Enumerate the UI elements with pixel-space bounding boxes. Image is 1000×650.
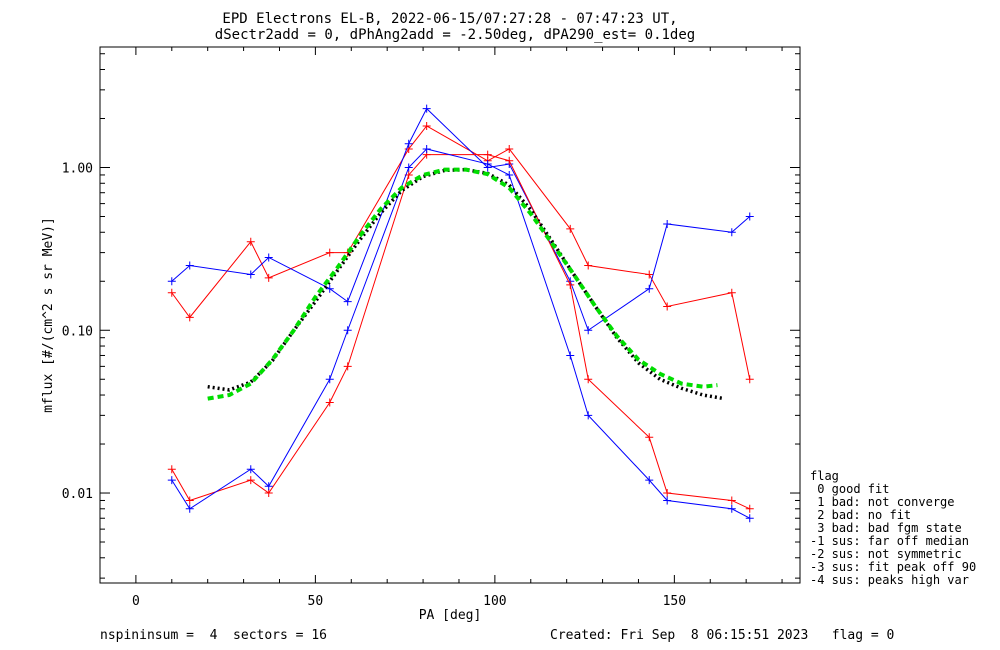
data-point-marker <box>422 121 431 130</box>
data-point-marker <box>505 170 514 179</box>
y-tick-label: 0.01 <box>62 487 93 502</box>
series-3 <box>167 144 754 523</box>
data-point-marker <box>505 144 514 153</box>
legend-item: 1 bad: not converge <box>810 495 955 509</box>
x-tick-label: 150 <box>663 594 686 609</box>
data-point-marker <box>246 465 255 474</box>
data-point-marker <box>246 476 255 485</box>
data-point-marker <box>185 313 194 322</box>
flag-legend: flag 0 good fit 1 bad: not converge 2 ba… <box>810 469 976 587</box>
data-point-marker <box>566 351 575 360</box>
data-point-marker <box>167 288 176 297</box>
footer-right: Created: Fri Sep 8 06:15:51 2023 flag = … <box>550 628 894 643</box>
series-0 <box>167 121 754 384</box>
data-point-marker <box>645 284 654 293</box>
y-tick-label: 1.00 <box>62 162 93 177</box>
y-axis-label: mflux [#/(cm^2 s sr MeV)] <box>41 217 56 413</box>
data-point-marker <box>505 156 514 165</box>
series-1 <box>167 104 754 335</box>
legend-item: 3 bad: bad fgm state <box>810 521 962 535</box>
data-point-marker <box>264 273 273 282</box>
legend-item: 2 bad: no fit <box>810 508 911 522</box>
data-point-marker <box>483 150 492 159</box>
data-point-marker <box>404 163 413 172</box>
data-point-marker <box>167 476 176 485</box>
data-point-marker <box>404 139 413 148</box>
data-point-marker <box>727 504 736 513</box>
data-point-marker <box>167 277 176 286</box>
data-point-marker <box>246 270 255 279</box>
data-point-marker <box>745 375 754 384</box>
legend-item: -3 sus: fit peak off 90 <box>810 560 976 574</box>
data-point-marker <box>325 375 334 384</box>
fit-black-curve <box>207 167 725 401</box>
data-point-marker <box>185 504 194 513</box>
data-point-marker <box>584 326 593 335</box>
data-point-marker <box>264 482 273 491</box>
data-point-marker <box>246 237 255 246</box>
data-point-marker <box>422 144 431 153</box>
series-line <box>171 125 751 380</box>
x-axis-label: PA [deg] <box>419 608 482 623</box>
data-point-marker <box>663 302 672 311</box>
data-point-marker <box>663 489 672 498</box>
data-point-marker <box>727 496 736 505</box>
data-point-marker <box>483 160 492 169</box>
x-tick-label: 0 <box>132 594 140 609</box>
y-tick-label: 0.10 <box>62 324 93 339</box>
data-point-marker <box>584 261 593 270</box>
data-point-marker <box>325 398 334 407</box>
series-layer <box>167 104 754 523</box>
x-tick-label: 100 <box>483 594 506 609</box>
data-point-marker <box>663 219 672 228</box>
data-point-marker <box>343 297 352 306</box>
data-point-marker <box>343 326 352 335</box>
data-point-marker <box>584 411 593 420</box>
data-point-marker <box>185 496 194 505</box>
legend-item: 0 good fit <box>810 482 889 496</box>
series-2 <box>167 150 754 513</box>
x-tick-label: 50 <box>308 594 324 609</box>
fit-layer <box>207 167 725 401</box>
data-point-marker <box>185 261 194 270</box>
legend-item: -4 sus: peaks high var <box>810 573 969 587</box>
data-point-marker <box>745 504 754 513</box>
data-point-marker <box>663 496 672 505</box>
data-point-marker <box>422 104 431 113</box>
legend-item: -2 sus: not symmetric <box>810 547 962 561</box>
series-line <box>171 154 750 510</box>
data-point-marker <box>566 224 575 233</box>
data-point-marker <box>727 288 736 297</box>
fit-green-curve <box>207 167 718 401</box>
data-point-marker <box>343 362 352 371</box>
data-point-marker <box>745 514 754 523</box>
data-point-marker <box>167 465 176 474</box>
data-point-marker <box>264 489 273 498</box>
data-point-marker <box>645 433 654 442</box>
axis-layer: 0 50 100 150 1.00 0.10 0.01 <box>62 47 800 609</box>
legend-item: -1 sus: far off median <box>810 534 969 548</box>
data-point-marker <box>645 476 654 485</box>
plot-frame <box>99 46 801 584</box>
data-point-marker <box>566 280 575 289</box>
data-point-marker <box>264 253 273 262</box>
series-line <box>171 148 750 519</box>
chart-title-line1: EPD Electrons EL-B, 2022-06-15/07:27:28 … <box>222 11 677 27</box>
legend-header: flag <box>810 469 839 483</box>
series-line <box>171 107 751 332</box>
data-point-marker <box>584 375 593 384</box>
footer-left: nspininsum = 4 sectors = 16 <box>100 628 327 643</box>
chart-title-line2: dSectr2add = 0, dPhAng2add = -2.50deg, d… <box>215 27 695 43</box>
data-point-marker <box>745 212 754 221</box>
data-point-marker <box>325 248 334 257</box>
data-point-marker <box>325 284 334 293</box>
data-point-marker <box>727 228 736 237</box>
data-point-marker <box>645 270 654 279</box>
